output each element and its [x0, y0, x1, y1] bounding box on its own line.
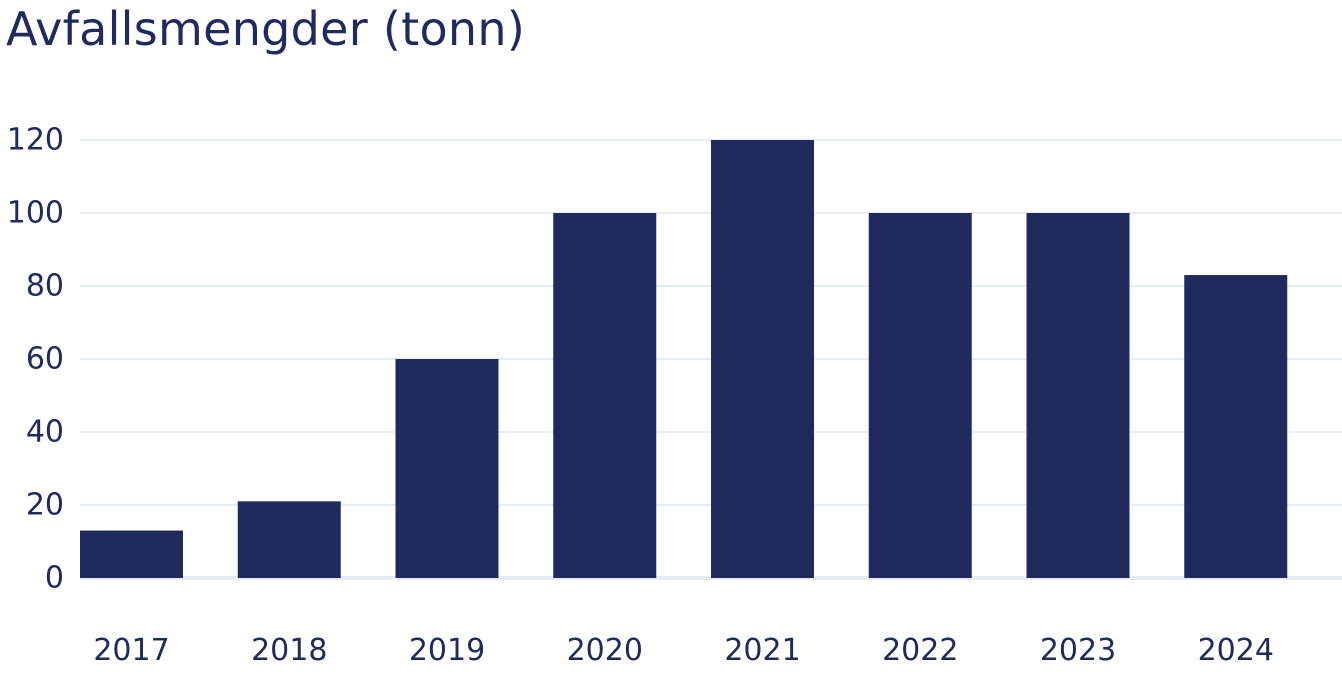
- y-axis-ticks: 0 20 40 60 80 100 120: [7, 123, 64, 596]
- y-tick-label: 40: [26, 415, 64, 450]
- bar-2018: [237, 501, 341, 578]
- bar-2020: [553, 213, 657, 578]
- bars: [80, 140, 1288, 578]
- chart-title: Avfallsmengder (tonn): [6, 2, 526, 56]
- y-tick-label: 80: [26, 269, 64, 304]
- bar-2024: [1184, 275, 1288, 578]
- x-tick-label-2022: 2022: [882, 633, 958, 668]
- bar-2017: [80, 530, 183, 578]
- x-axis-ticks: 2017 2018 2019 2020 2021 2022 2023 2024: [93, 633, 1274, 668]
- bar-2021: [711, 140, 814, 578]
- x-tick-label-2017: 2017: [93, 633, 169, 668]
- y-tick-label: 100: [7, 196, 64, 231]
- x-tick-label-2019: 2019: [409, 633, 485, 668]
- y-tick-label: 20: [26, 488, 64, 523]
- x-tick-label-2020: 2020: [567, 633, 643, 668]
- bar-2023: [1026, 213, 1130, 578]
- x-tick-label-2018: 2018: [251, 633, 327, 668]
- y-tick-label: 60: [26, 342, 64, 377]
- bar-2022: [868, 213, 972, 578]
- x-tick-label-2021: 2021: [724, 633, 800, 668]
- x-tick-label-2023: 2023: [1040, 633, 1116, 668]
- y-tick-label: 120: [7, 123, 64, 158]
- bar-2019: [395, 359, 499, 578]
- y-tick-label: 0: [45, 561, 64, 596]
- x-tick-label-2024: 2024: [1198, 633, 1274, 668]
